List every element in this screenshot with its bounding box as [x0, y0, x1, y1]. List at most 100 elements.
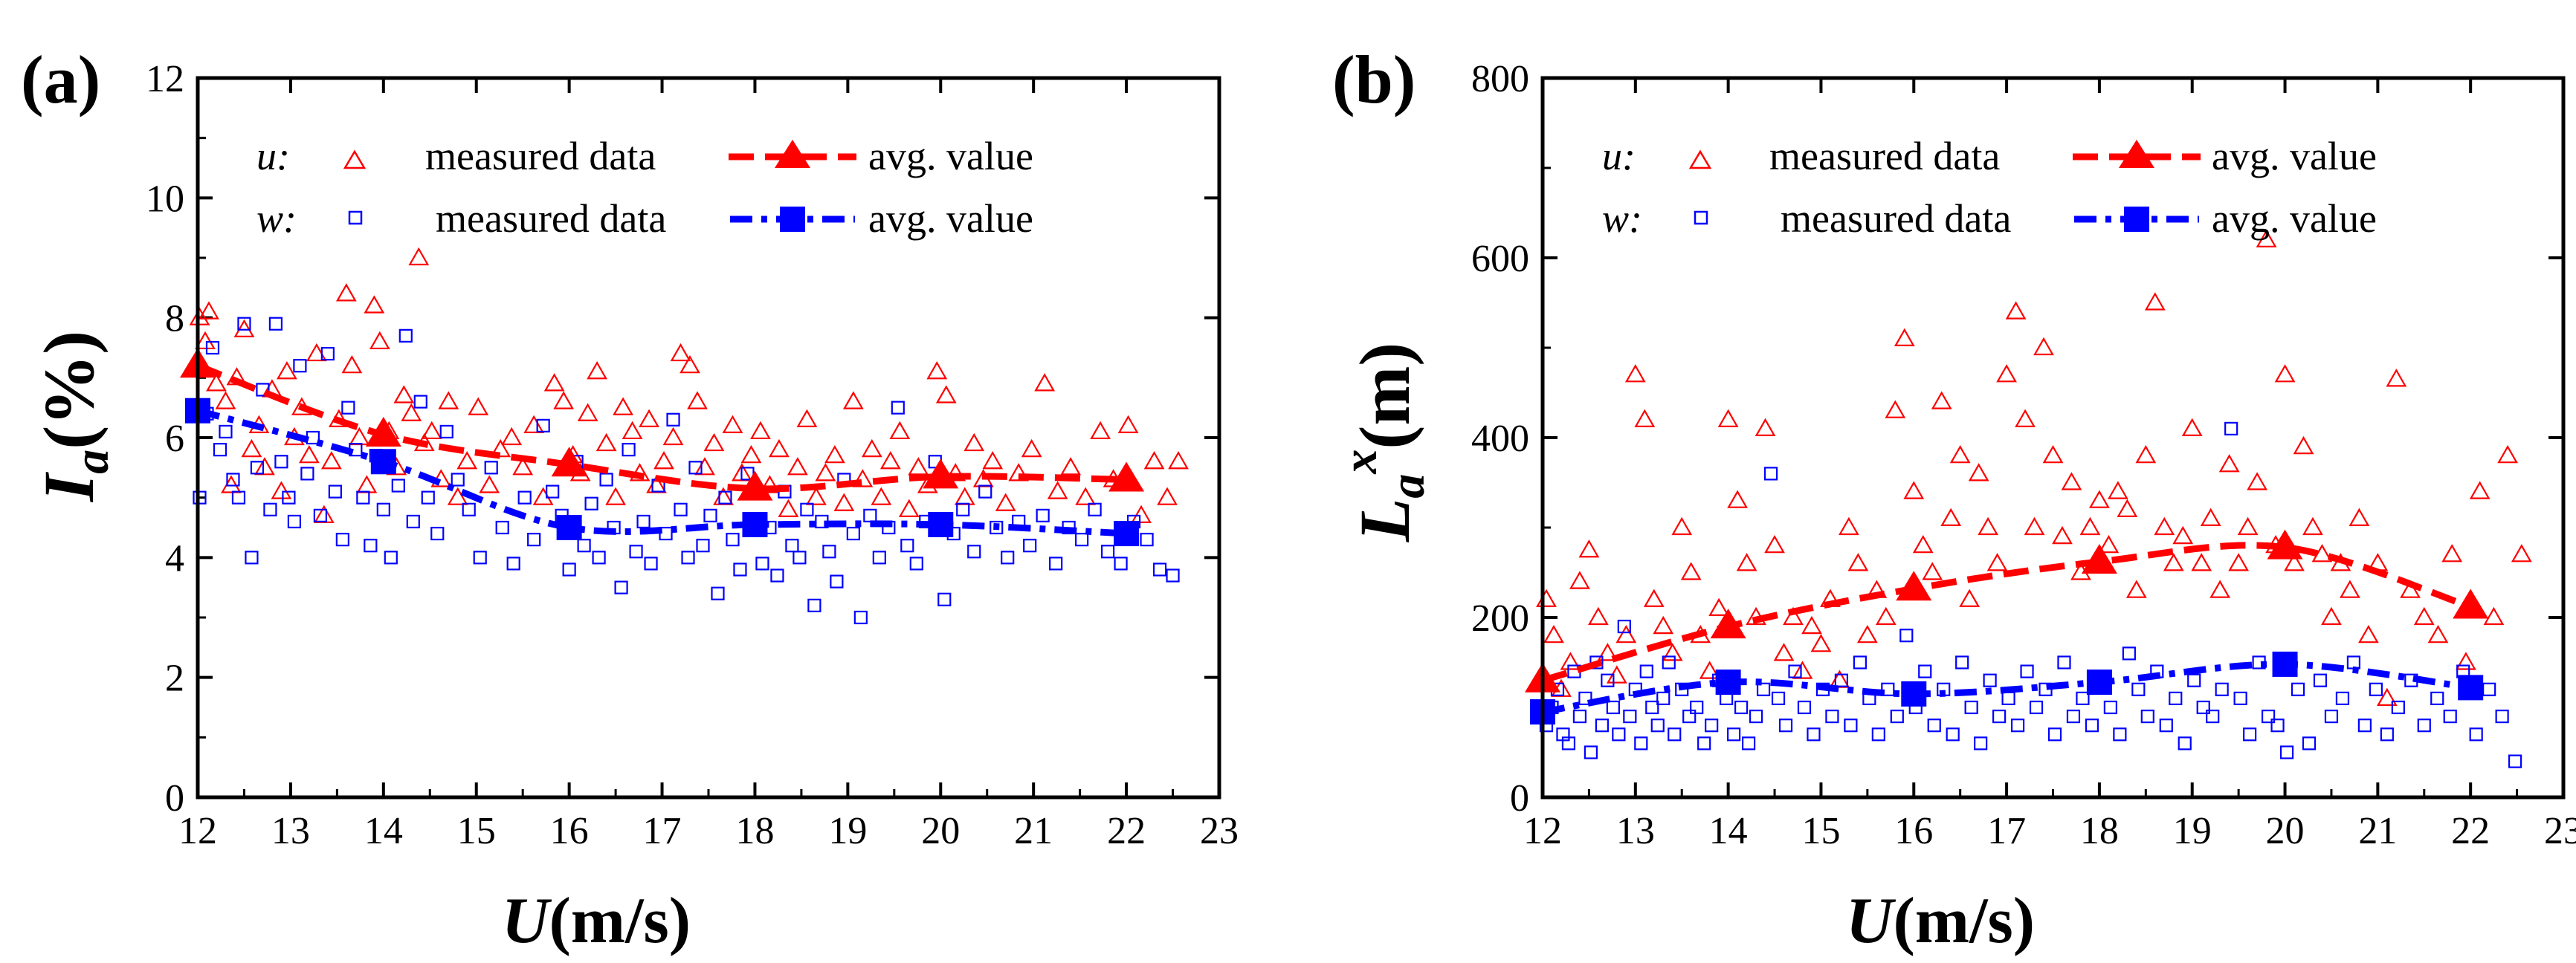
panel-a-u-measured-point — [587, 361, 608, 380]
panel-b-u-measured-point — [2172, 525, 2194, 545]
panel-a-u-measured-point — [577, 403, 598, 421]
panel-b-u-measured-point — [1856, 624, 1878, 643]
panel-b-w-measured-point — [1771, 691, 1786, 706]
panel-a-u-avg-point — [365, 416, 401, 447]
panel-a-u-measured-point — [833, 493, 855, 511]
panel-a-u-measured-point — [341, 354, 363, 374]
panel-a-w-measured-point — [219, 424, 233, 439]
panel-b-ytick-label: 400 — [1471, 418, 1529, 460]
panel-a-w-measured-point — [703, 508, 717, 522]
panel-b-u-measured-point — [1968, 463, 1989, 482]
panel-a-u-measured-point — [438, 391, 459, 409]
panel-b-w-measured-point — [1946, 727, 1960, 742]
panel-a-ytick-label: 0 — [165, 777, 184, 820]
panel-b-xlabel: U(m/s) — [1846, 885, 2035, 957]
panel-b-u-measured-point — [1773, 643, 1795, 661]
plot-b-area: 12 13 14 15 16 17 18 19 20 21 22 23 0 200 400 600 800 — [1471, 58, 2576, 852]
panel-b-u-measured-point — [2117, 499, 2138, 517]
panel-b-w-measured-point — [2508, 754, 2522, 768]
panel-a-u-measured-point — [456, 451, 478, 470]
panel-b-w-measured-point — [2261, 709, 2276, 724]
panel-b-w-measured-point — [2417, 719, 2431, 733]
panel-a-w-measured-point — [909, 557, 923, 571]
panel-b-u-measured-point — [1783, 606, 1804, 626]
panel-b-w-measured-point — [2270, 719, 2285, 733]
panel-b-u-measured-point — [1643, 588, 1665, 607]
panel-b-u-measured-point — [1736, 553, 1757, 571]
panel-a-legend: u: measured data avg. value w: measured … — [256, 134, 1033, 241]
panel-a-w-measured-point — [584, 496, 598, 510]
panel-b-u-measured-point — [2237, 516, 2259, 536]
panel-b-u-measured-point — [1894, 328, 1915, 346]
panel-b-xtick-label: 18 — [2080, 810, 2119, 852]
panel-a-u-measured-point — [1075, 487, 1097, 505]
panel-a-u-measured-point — [861, 438, 882, 458]
panel-b-u-measured-point — [2321, 606, 2342, 626]
panel-a-u-measured-point — [750, 421, 771, 440]
panel-b-w-measured-point — [2057, 655, 2071, 669]
panel-b-w-measured-point — [1756, 682, 1771, 696]
panel-b-w-measured-point — [1834, 673, 1849, 687]
panel-a-u-measured-point — [206, 373, 227, 392]
panel-a-w-avg-line — [196, 407, 1127, 537]
panel-b-w-measured-point — [2103, 700, 2117, 715]
panel-b-frame — [1540, 76, 2566, 800]
panel-a-u-measured-point — [954, 487, 975, 505]
panel-a-u-measured-point — [796, 409, 818, 427]
panel-b-w-measured-point — [2443, 709, 2457, 724]
panel-b-u-measured-point — [1653, 615, 1674, 635]
panel-b-w-measured-point — [1749, 709, 1763, 724]
panel-a-u-measured-point — [349, 427, 370, 446]
panel-b-xtick-label: 19 — [2173, 810, 2212, 852]
panel-a-legend-u-measured-label: measured data — [425, 134, 656, 178]
panel-a-w-measured-point — [872, 551, 886, 565]
panel-a-w-measured-point — [599, 473, 613, 487]
panel-a-w-measured-point — [688, 461, 703, 475]
panel-b-w-measured-point — [1682, 709, 1697, 724]
panel-a-u-measured-point — [824, 444, 845, 464]
panel-a-w-measured-point — [681, 551, 695, 565]
panel-a-ytick-label: 2 — [165, 658, 184, 700]
panel-a-w-measured-point — [398, 328, 413, 343]
panel-b-w-measured-point — [1668, 727, 1682, 742]
panel-a-w-measured-point — [863, 508, 877, 522]
panel-b-u-measured-point — [1597, 643, 1618, 661]
panel-a-w-measured-point — [666, 412, 680, 427]
panel-a-ytick-label: 8 — [165, 298, 184, 340]
panel-a-u-measured-point — [277, 361, 297, 380]
panel-a-u-measured-point — [393, 385, 415, 403]
panel-a-u-measured-point — [1021, 438, 1042, 458]
panel-a-w-measured-point — [755, 557, 769, 571]
panel-a-w-measured-point — [293, 359, 307, 373]
panel-b-w-measured-point — [1690, 700, 1704, 715]
panel-b-u-measured-point — [2098, 534, 2120, 554]
panel-b-u-measured-point — [1615, 624, 1637, 643]
panel-a-xtick-label: 18 — [735, 810, 774, 852]
panel-a-u-measured-point — [898, 499, 920, 517]
panel-b-w-measured-point — [1601, 673, 1615, 687]
panel-a-w-measured-point — [937, 592, 952, 606]
panel-b-u-measured-point — [1671, 516, 1693, 536]
panel-a-w-measured-point — [376, 502, 390, 516]
panel-a-u-measured-point — [1131, 505, 1152, 523]
panel-b-w-measured-point — [2001, 691, 2015, 706]
panel-a-u-measured-point — [221, 475, 242, 493]
panel-b-w-measured-point — [1964, 700, 1978, 715]
panel-b-u-measured-point — [2357, 624, 2379, 643]
panel-a-u-measured-point — [926, 361, 948, 380]
panel-b-u-measured-point — [1755, 418, 1776, 436]
panel-a-w-measured-point — [430, 526, 445, 541]
panel-a-u-measured-point — [543, 373, 565, 392]
panel-a-xtick-label: 13 — [271, 810, 310, 852]
panel-b-legend-w-measured-marker — [1694, 210, 1708, 225]
panel-a-w-measured-point — [413, 395, 427, 409]
panel-a-w-measured-point — [263, 502, 277, 516]
panel-b-u-measured-point — [2274, 364, 2296, 383]
panel-a-w-measured-point — [495, 520, 509, 535]
panel-a-w-measured-point — [1075, 533, 1089, 547]
panel-b-u-measured-point — [1708, 597, 1730, 616]
panel-b-u-measured-point — [1764, 534, 1785, 554]
panel-b-u-avg-point — [2081, 543, 2117, 574]
panel-a-ylabel: Ia(%) — [29, 331, 119, 502]
